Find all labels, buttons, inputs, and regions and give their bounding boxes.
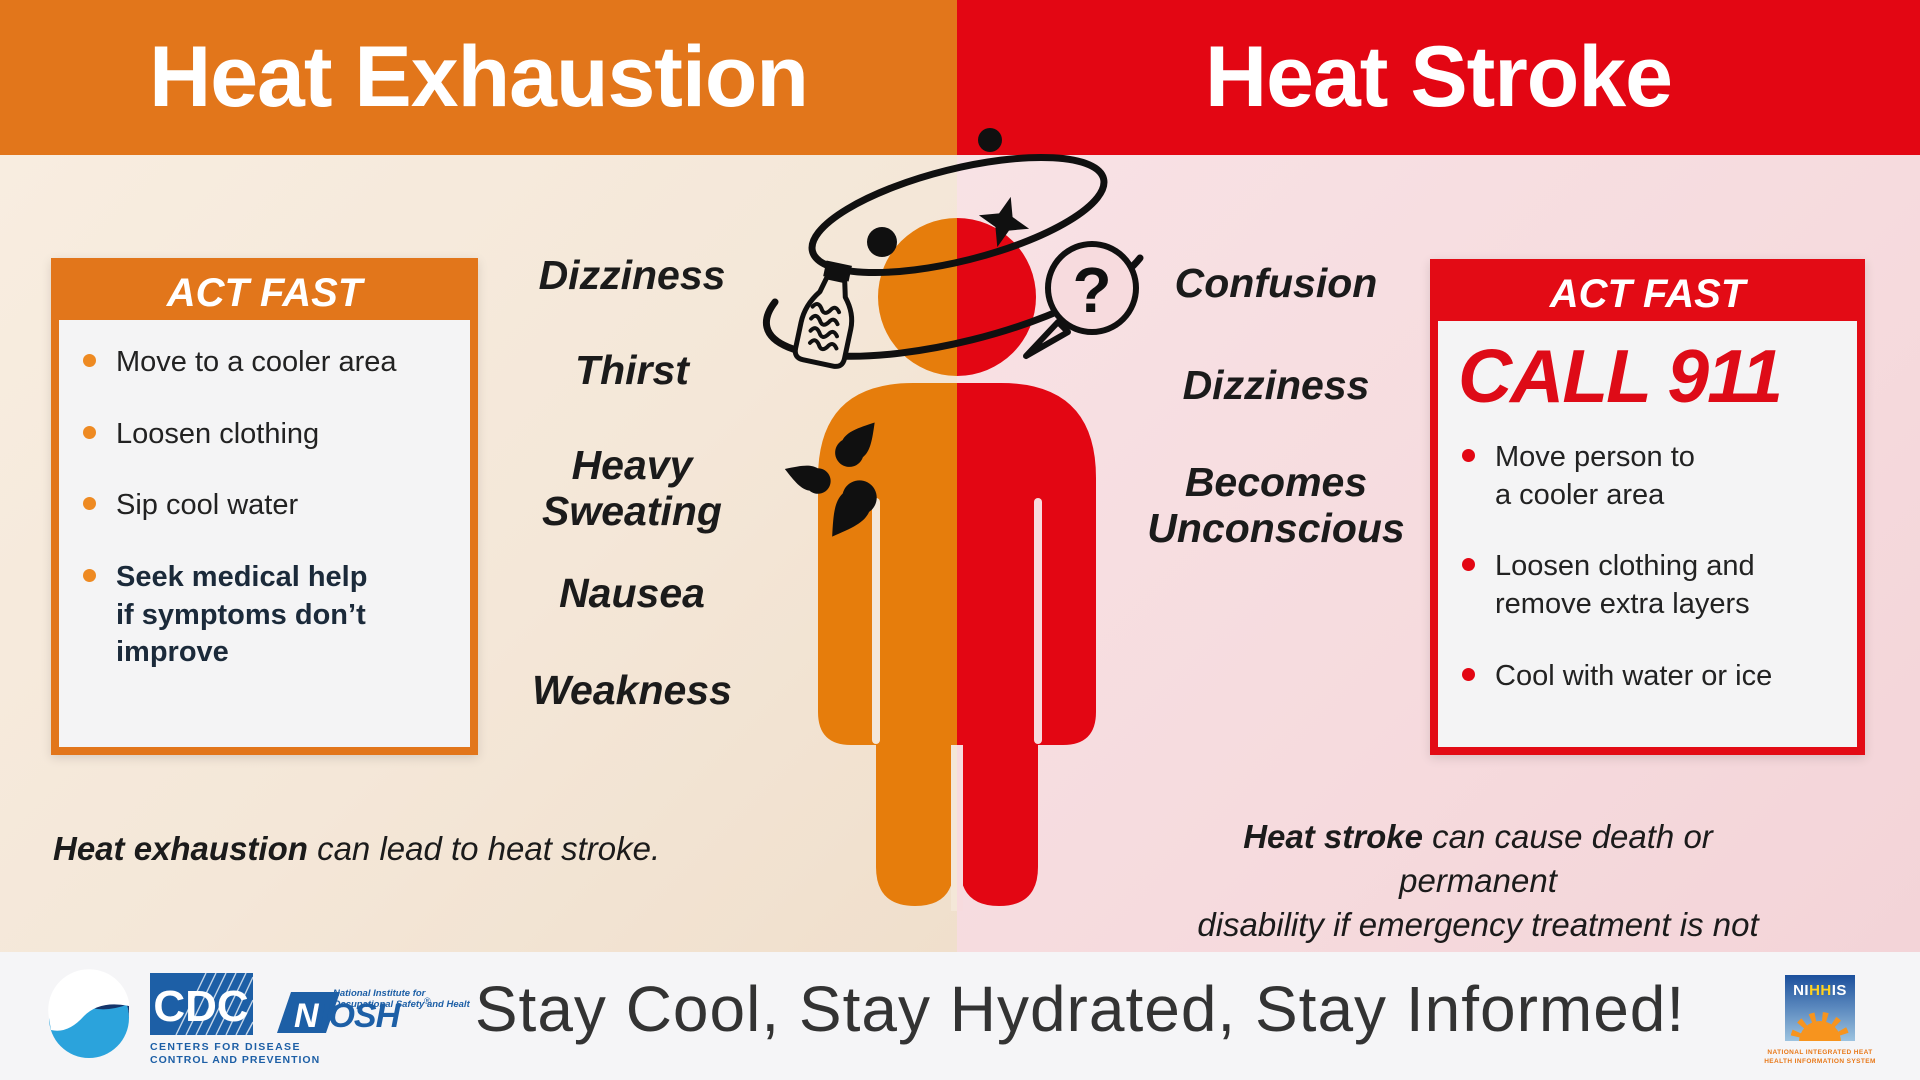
niosh-line1: National Institute for: [333, 988, 427, 999]
symptom-weakness: Weakness: [532, 667, 732, 713]
list-item: Loosen clothing: [83, 416, 454, 454]
cdc-line1: CENTERS FOR DISEASE: [150, 1041, 301, 1053]
call-911-text: CALL 911: [1458, 334, 1783, 418]
heat-exhaustion-header: Heat Exhaustion: [0, 0, 957, 155]
niosh-logo: National Institute for Occupational Safe…: [277, 988, 470, 1035]
cdc-line2: CONTROL AND PREVENTION: [150, 1054, 320, 1066]
nihhis-logo: NIHHIS NATIONAL INTEGRATED HEAT HEALTH I…: [1764, 975, 1876, 1065]
list-item: Cool with water or ice: [1462, 658, 1841, 696]
symptom-heavy-sweating: Heavy Sweating: [542, 442, 722, 534]
bullet-icon: [83, 354, 96, 367]
niosh-reg: ®: [424, 996, 431, 1006]
noaa-text: NOAA: [69, 988, 108, 1003]
act-fast-list-stroke: Move person to a cooler area Loosen clot…: [1438, 425, 1857, 695]
cdc-logo: CDC CENTERS FOR DISEASE CONTROL AND PREV…: [150, 972, 320, 1066]
symptom-dizziness-left: Dizziness: [538, 252, 726, 298]
symptom-nausea: Nausea: [559, 570, 705, 616]
bullet-icon: [1462, 558, 1475, 572]
list-item: Sip cool water: [83, 487, 454, 525]
heat-exhaustion-title: Heat Exhaustion: [149, 29, 809, 125]
symptom-confusion: Confusion: [1174, 260, 1378, 306]
list-item: Seek medical help if symptoms don’t impr…: [83, 559, 454, 672]
symptom-dizziness-right: Dizziness: [1182, 362, 1370, 408]
niosh-n: N: [294, 997, 320, 1035]
bullet-icon: [1462, 667, 1475, 681]
act-fast-band-exhaustion: ACT FAST: [59, 266, 470, 320]
list-item: Loosen clothing and remove extra layers: [1462, 548, 1841, 623]
symptom-becomes-unconscious: Becomes Unconscious: [1147, 459, 1405, 551]
noaa-logo: NOAA CDC CENTERS FOR DISEASE CONTROL AND…: [48, 969, 470, 1066]
footer-tagline: Stay Cool, Stay Hydrated, Stay Informed!: [474, 973, 1686, 1045]
bullet-icon: [83, 569, 96, 583]
niosh-line2: Occupational Safety and Health: [333, 999, 470, 1010]
footer-bar: Stay Cool, Stay Hydrated, Stay Informed!…: [0, 952, 1920, 1080]
list-item: Move to a cooler area: [83, 344, 454, 382]
heat-stroke-title: Heat Stroke: [1205, 29, 1673, 125]
niosh-iosh: IOSH: [320, 997, 402, 1035]
act-fast-band-stroke: ACT FAST: [1438, 267, 1857, 321]
bullet-icon: [83, 497, 96, 511]
act-fast-heading-exhaustion: ACT FAST: [166, 270, 363, 315]
act-fast-heading-stroke: ACT FAST: [1549, 271, 1746, 316]
nihhis-sun-icon: [1790, 1012, 1850, 1041]
nihhis-line2: HEALTH INFORMATION SYSTEM: [1764, 1058, 1876, 1065]
heat-stroke-header: Heat Stroke: [957, 0, 1920, 155]
act-fast-list-exhaustion: Move to a cooler area Loosen clothing Si…: [59, 320, 470, 672]
bullet-icon: [1462, 449, 1475, 462]
symptom-thirst: Thirst: [575, 347, 689, 393]
act-fast-box-stroke: ACT FAST CALL 911 Move person to a coole…: [1430, 259, 1865, 755]
list-item: Move person to a cooler area: [1462, 439, 1841, 514]
exhaustion-note: Heat exhaustion can lead to heat stroke.: [53, 830, 661, 867]
nihhis-line1: NATIONAL INTEGRATED HEAT: [1767, 1049, 1872, 1056]
bullet-icon: [83, 425, 96, 439]
cdc-text: CDC: [153, 982, 248, 1031]
nihhis-text: NIHHIS: [1793, 982, 1847, 999]
act-fast-box-exhaustion: ACT FAST Move to a cooler area Loosen cl…: [51, 258, 478, 755]
